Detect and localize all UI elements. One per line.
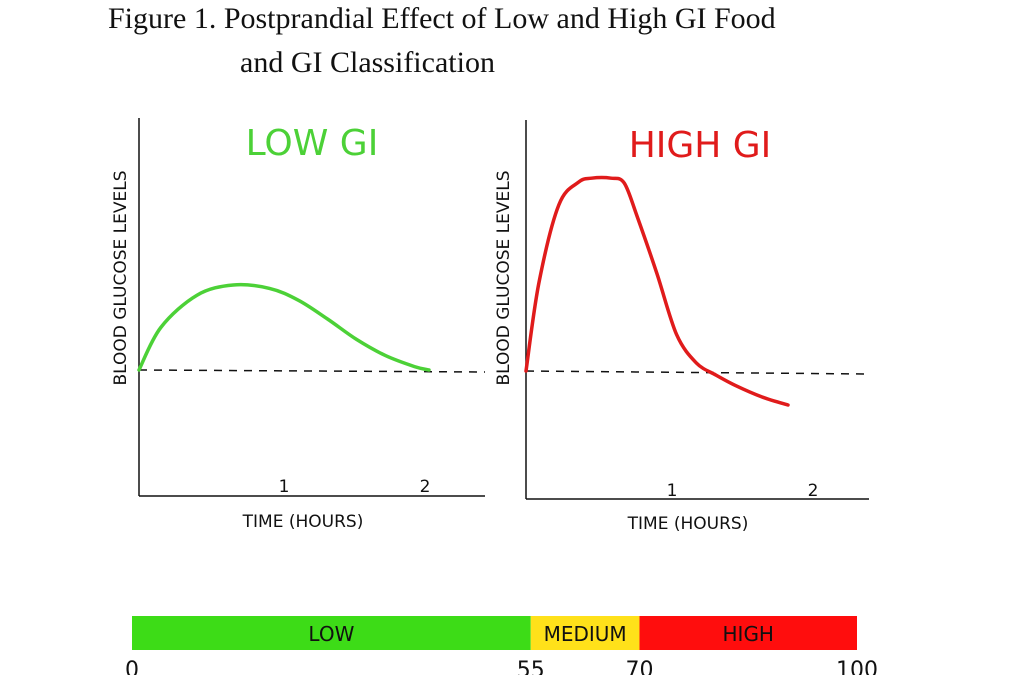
gi-segment-label-medium: MEDIUM	[544, 622, 627, 646]
gi-scale-tick-0: 0	[125, 658, 139, 675]
high-gi-xtick-1: 1	[667, 481, 678, 501]
gi-segment-label-low: LOW	[308, 622, 354, 646]
low-gi-y-label: BLOOD GLUCOSE LEVELS	[111, 170, 131, 385]
gi-classification-scale: LOW MEDIUM HIGH 0 55 70 100	[125, 616, 878, 675]
gi-segment-low	[132, 616, 531, 650]
high-gi-panel: HIGH GI 1 2 TIME (HOURS) BLOOD GLUCOSE L…	[494, 120, 870, 534]
gi-segment-medium	[530, 616, 640, 650]
low-gi-panel: LOW GI 1 2 TIME (HOURS) BLOOD GLUCOSE LE…	[111, 118, 486, 532]
high-gi-curve	[524, 175, 790, 407]
gi-scale-tick-70: 70	[626, 658, 654, 675]
high-gi-xtick-2: 2	[808, 481, 819, 501]
figure-title-line2: and GI Classification	[240, 46, 495, 79]
gi-segment-label-high: HIGH	[723, 622, 774, 646]
low-gi-title: LOW GI	[246, 123, 379, 164]
low-gi-curve	[137, 282, 431, 372]
figure-title-line1: Figure 1. Postprandial Effect of Low and…	[108, 2, 776, 35]
high-gi-x-label: TIME (HOURS)	[627, 514, 749, 534]
gi-segment-high	[639, 616, 857, 650]
low-gi-x-label: TIME (HOURS)	[242, 512, 364, 532]
low-gi-xtick-1: 1	[279, 477, 290, 497]
high-gi-baseline	[525, 370, 870, 375]
low-gi-baseline	[138, 369, 486, 373]
high-gi-title: HIGH GI	[629, 125, 772, 166]
low-gi-xtick-2: 2	[420, 477, 431, 497]
gi-scale-tick-55: 55	[517, 658, 545, 675]
gi-scale-tick-100: 100	[836, 658, 878, 675]
high-gi-y-label: BLOOD GLUCOSE LEVELS	[494, 170, 514, 385]
